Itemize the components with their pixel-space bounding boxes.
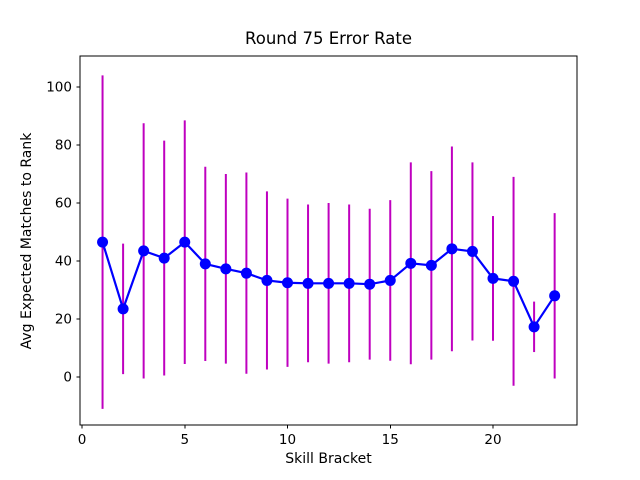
data-point [240, 267, 252, 279]
y-tick-label: 0 [63, 370, 72, 386]
data-point [508, 275, 520, 287]
x-axis-label: Skill Bracket [285, 451, 372, 467]
data-point [158, 252, 170, 264]
x-tick-label: 20 [484, 432, 501, 448]
data-point [117, 303, 129, 315]
data-point [97, 236, 109, 248]
data-point [364, 278, 376, 290]
data-point [466, 245, 478, 257]
x-tick-label: 10 [279, 432, 296, 448]
data-point [138, 245, 150, 257]
y-tick-label: 100 [46, 80, 72, 96]
data-point [323, 277, 335, 289]
data-point [302, 277, 314, 289]
y-tick-label: 40 [55, 254, 72, 270]
data-point [487, 272, 499, 284]
data-point [446, 243, 458, 255]
data-point [220, 263, 232, 275]
x-tick-label: 15 [382, 432, 399, 448]
y-tick-label: 80 [55, 138, 72, 154]
data-point [425, 259, 437, 271]
data-point [282, 277, 293, 289]
data-point [261, 274, 273, 286]
plot-frame [79, 55, 578, 426]
data-point [179, 236, 191, 248]
chart-title: Round 75 Error Rate [245, 29, 412, 48]
data-point [384, 274, 396, 286]
data-point [549, 290, 561, 302]
y-tick-label: 20 [55, 312, 72, 328]
data-point [199, 258, 211, 270]
y-axis-label: Avg Expected Matches to Rank [19, 132, 35, 350]
y-tick-label: 60 [55, 196, 72, 212]
x-tick-label: 0 [78, 432, 87, 448]
data-point [405, 257, 417, 269]
data-point [343, 277, 355, 289]
x-tick-label: 5 [180, 432, 189, 448]
data-point [528, 321, 540, 333]
